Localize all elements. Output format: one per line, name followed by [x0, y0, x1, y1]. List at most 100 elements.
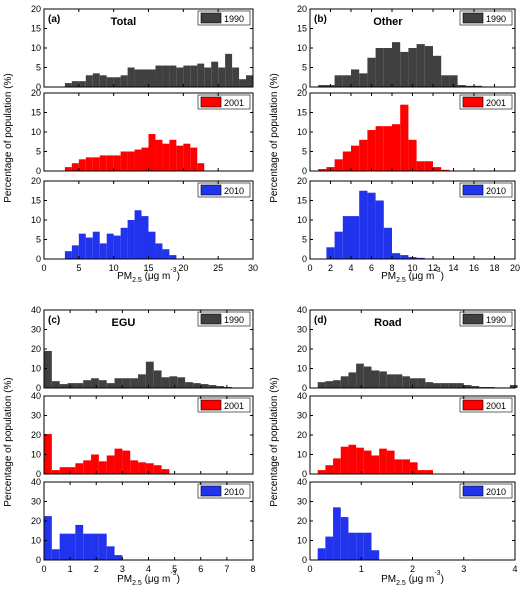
histogram-bar	[162, 249, 170, 259]
legend-box	[197, 94, 251, 110]
histogram-bar	[83, 460, 92, 474]
x-tick-label: 7	[224, 564, 229, 574]
histogram-bar	[75, 463, 84, 474]
histogram-bar	[318, 85, 327, 87]
y-tick-label: 15	[297, 196, 307, 206]
y-tick-label: 20	[31, 516, 41, 526]
histogram-bar	[75, 383, 84, 389]
histogram-bar	[239, 79, 247, 87]
histogram-bar	[120, 151, 128, 171]
histogram-bar	[138, 374, 146, 388]
y-tick-label: 30	[297, 411, 307, 421]
y-tick-label: 0	[302, 555, 307, 565]
histogram-bar	[141, 147, 149, 171]
histogram-bar	[367, 192, 376, 259]
histogram-bar	[99, 75, 107, 87]
y-tick-label: 0	[36, 166, 41, 176]
panel-label: (c)	[48, 315, 60, 326]
histogram-bar	[141, 69, 149, 87]
x-tick-label: 6	[198, 564, 203, 574]
legend-label: 2010	[224, 487, 244, 497]
histogram-bar	[386, 374, 395, 388]
histogram-bar	[44, 434, 52, 474]
subplot-2010: 0 5 10 15 20 2010 0 2 4 6 8 10 12 14 16 18 20	[297, 176, 520, 273]
histogram-bar	[120, 75, 128, 87]
x-tick-label: 20	[178, 263, 188, 273]
histogram-bar	[91, 378, 99, 388]
histogram-bar	[225, 53, 233, 87]
histogram-bar	[417, 378, 426, 388]
legend-box	[197, 182, 251, 198]
histogram-bar	[457, 85, 466, 87]
histogram-bar	[92, 157, 100, 171]
histogram-bar	[78, 233, 86, 259]
histogram-bar	[44, 516, 52, 561]
x-tick-label: 0	[41, 564, 46, 574]
histogram-bar	[392, 253, 401, 259]
histogram-bar	[449, 75, 458, 87]
histogram-bar	[318, 169, 327, 171]
axes-frame	[43, 395, 254, 475]
histogram-bar	[161, 469, 170, 475]
y-tick-label: 5	[36, 147, 41, 157]
y-tick-label: 10	[31, 215, 41, 225]
x-axis-label: PM2.5 (μg m-3)	[381, 570, 444, 587]
y-tick-label: 40	[297, 305, 307, 315]
histogram-bar	[92, 231, 100, 259]
y-tick-label: 10	[31, 43, 41, 53]
y-tick-label: 10	[31, 127, 41, 137]
histogram-bar	[183, 143, 191, 171]
histogram-bar	[471, 386, 480, 388]
histogram-bar	[155, 65, 163, 87]
y-tick-label: 0	[36, 82, 41, 92]
x-tick-label: 0	[307, 564, 312, 574]
histogram-bar	[211, 61, 219, 87]
histogram-bar	[162, 143, 170, 171]
histogram-bar	[363, 450, 372, 474]
x-tick-label: 8	[389, 263, 394, 273]
x-tick-label: 2	[328, 263, 333, 273]
histogram-bar	[113, 155, 121, 171]
histogram-bar	[351, 145, 360, 171]
x-axis-label: PM2.5 (μg m-3)	[117, 570, 180, 587]
histogram-bar	[425, 470, 433, 474]
y-tick-label: 0	[302, 383, 307, 393]
x-tick-label: 3	[461, 564, 466, 574]
y-tick-label: 5	[36, 63, 41, 73]
histogram-bar	[127, 220, 135, 259]
histogram-bar	[134, 149, 142, 171]
histogram-bar	[67, 533, 76, 560]
histogram-bar	[509, 385, 518, 388]
y-tick-label: 15	[31, 24, 41, 34]
histogram-bar	[333, 458, 341, 474]
histogram-bar	[64, 167, 72, 171]
histogram-bar	[71, 163, 79, 171]
panel-title: Road	[374, 317, 402, 329]
histogram-bar	[51, 549, 60, 560]
histogram-bar	[348, 372, 357, 388]
histogram-bar	[98, 461, 107, 474]
x-tick-label: 0	[307, 263, 312, 273]
x-tick-label: 15	[143, 263, 153, 273]
histogram-bar	[148, 231, 156, 259]
y-tick-label: 30	[31, 411, 41, 421]
y-tick-label: 15	[297, 24, 307, 34]
histogram-bar	[51, 470, 60, 474]
x-tick-label: 14	[448, 263, 458, 273]
histogram-bar	[326, 247, 335, 259]
histogram-bar	[85, 75, 93, 87]
histogram-bar	[134, 210, 142, 259]
y-tick-label: 40	[297, 391, 307, 401]
histogram-bar	[113, 235, 121, 259]
histogram-bar	[185, 382, 193, 388]
legend-label: 2001	[224, 98, 244, 108]
legend-swatch	[462, 96, 484, 108]
histogram-bar	[232, 67, 240, 87]
panel-label: (d)	[314, 315, 327, 326]
subplot-1990: 0 5 10 15 20 1990 (a) Total	[31, 4, 254, 92]
y-tick-label: 30	[31, 325, 41, 335]
histogram-bar	[161, 377, 170, 388]
histogram-bar	[317, 382, 326, 388]
